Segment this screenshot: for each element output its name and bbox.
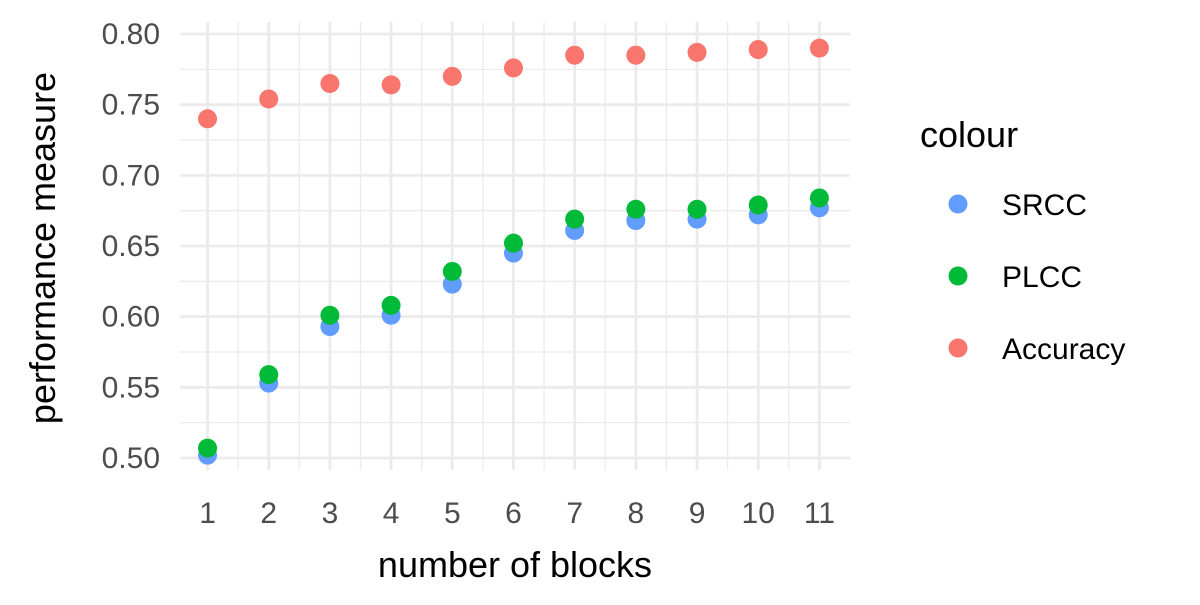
legend-key-srcc xyxy=(948,194,968,214)
y-axis-tick-labels: 0.50 0.55 0.60 0.65 0.70 0.75 0.80 xyxy=(102,18,160,475)
series-accuracy xyxy=(198,38,829,129)
data-point xyxy=(259,365,279,385)
x-tick-label: 1 xyxy=(199,497,216,530)
x-tick-label: 3 xyxy=(322,497,339,530)
data-point xyxy=(565,45,585,65)
data-point xyxy=(320,73,340,93)
data-point xyxy=(748,40,768,60)
data-point xyxy=(565,209,585,229)
y-tick-label: 0.55 xyxy=(102,371,160,404)
legend-title: colour xyxy=(920,114,1018,155)
legend-label-accuracy: Accuracy xyxy=(1002,333,1125,366)
x-tick-label: 11 xyxy=(804,497,835,530)
data-point xyxy=(503,233,523,253)
data-point xyxy=(687,42,707,62)
series-plcc xyxy=(198,188,829,458)
y-tick-label: 0.80 xyxy=(102,18,160,51)
y-tick-label: 0.65 xyxy=(102,230,160,263)
x-tick-label: 4 xyxy=(383,497,400,530)
x-tick-label: 5 xyxy=(444,497,461,530)
data-point xyxy=(626,199,646,219)
legend-label-srcc: SRCC xyxy=(1002,189,1087,222)
data-point xyxy=(809,38,829,58)
data-point xyxy=(198,109,218,129)
y-tick-label: 0.50 xyxy=(102,442,160,475)
y-tick-label: 0.70 xyxy=(102,159,160,192)
grid-lines xyxy=(180,22,850,470)
legend-key-plcc xyxy=(948,266,968,286)
legend-items: SRCC PLCC Accuracy xyxy=(948,189,1125,366)
legend-label-plcc: PLCC xyxy=(1002,261,1082,294)
legend: colour SRCC PLCC Accuracy xyxy=(920,114,1125,366)
data-point xyxy=(809,188,829,208)
x-axis-title: number of blocks xyxy=(378,544,652,585)
y-axis-title: performance measure xyxy=(22,72,63,424)
data-point xyxy=(687,199,707,219)
data-points xyxy=(198,38,829,465)
x-axis-tick-labels: 1 2 3 4 5 6 7 8 9 10 11 xyxy=(199,497,835,530)
x-tick-label: 7 xyxy=(566,497,583,530)
data-point xyxy=(381,295,401,315)
data-point xyxy=(259,89,279,109)
legend-key-accuracy xyxy=(948,338,968,358)
data-point xyxy=(442,261,462,281)
y-tick-label: 0.75 xyxy=(102,89,160,122)
x-tick-label: 9 xyxy=(689,497,706,530)
data-point xyxy=(442,66,462,86)
data-point xyxy=(198,438,218,458)
data-point xyxy=(320,305,340,325)
data-point xyxy=(381,75,401,95)
data-point xyxy=(503,58,523,78)
x-tick-label: 10 xyxy=(742,497,775,530)
y-tick-label: 0.60 xyxy=(102,301,160,334)
data-point xyxy=(748,195,768,215)
x-tick-label: 6 xyxy=(505,497,522,530)
data-point xyxy=(626,45,646,65)
x-tick-label: 8 xyxy=(628,497,645,530)
x-tick-label: 2 xyxy=(260,497,277,530)
